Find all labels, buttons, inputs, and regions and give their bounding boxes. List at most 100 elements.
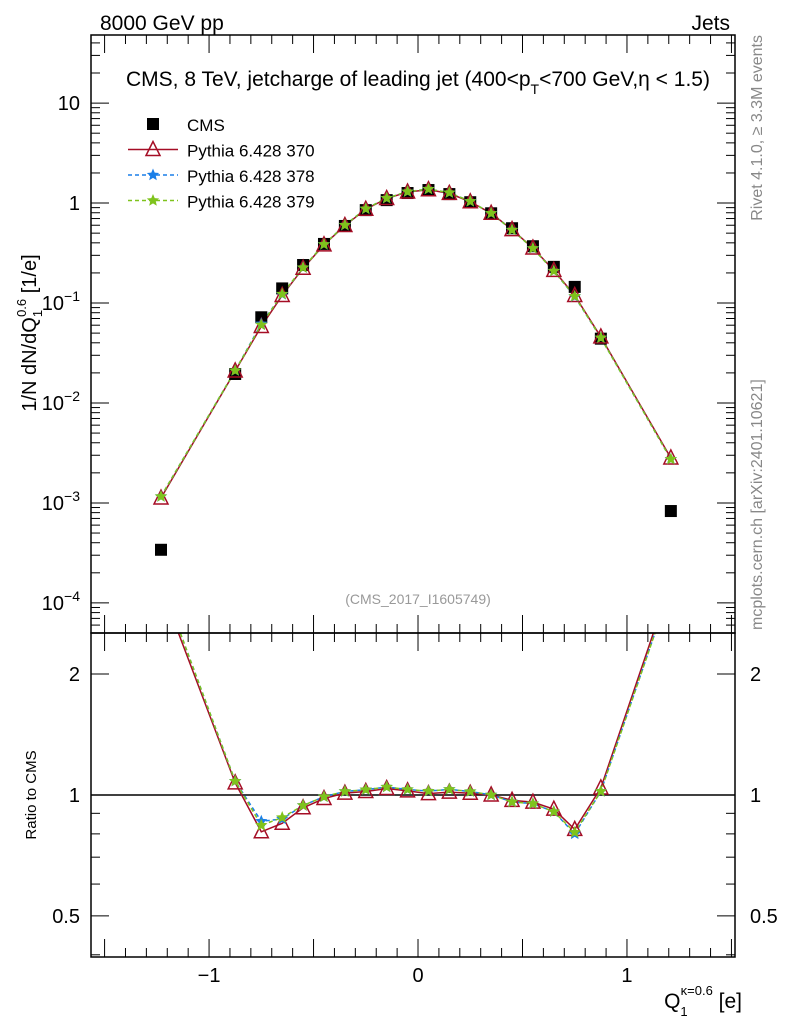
ratio-point-p370 [545, 799, 563, 816]
mcplots-info: mcplots.cern.ch [arXiv:2401.10621] [749, 379, 766, 630]
ratio-y-tick-label: 1 [69, 785, 80, 807]
ratio-point-p370 [503, 790, 521, 808]
ratio-point-p379 [401, 783, 414, 795]
ratio-y-tick-label-right: 2 [750, 664, 761, 686]
point-p379 [255, 318, 268, 331]
point-p379 [229, 364, 242, 376]
point-p379 [464, 194, 477, 207]
series-line-p370 [160, 188, 672, 499]
y-tick-label: 10 [58, 93, 80, 115]
ratio-point-p370 [154, 579, 168, 593]
analysis-id: (CMS_2017_I1605749) [345, 591, 491, 607]
ratio-point-p379 [526, 797, 540, 809]
ratio-point-p370 [378, 778, 395, 796]
ratio-point-p370 [336, 783, 354, 800]
ratio-point-p379 [317, 790, 331, 802]
ratio-y-tick-label: 2 [69, 664, 80, 686]
x-tick-label: −1 [198, 965, 221, 987]
ratio-point-p370 [664, 574, 678, 588]
header-left: 8000 GeV pp [100, 12, 224, 35]
ratio-point-p379 [505, 795, 519, 808]
ratio-frame [90, 632, 736, 958]
ratio-point-p378 [155, 574, 167, 586]
ratio-point-p379 [296, 798, 310, 811]
cms-data-point [664, 505, 677, 518]
ratio-point-p379 [359, 783, 372, 795]
chart-title: CMS, 8 TeV, jetcharge of leading jet (40… [126, 68, 710, 97]
point-p379 [547, 264, 560, 277]
point-p379 [296, 261, 310, 273]
rivet-info: Rivet 4.1.0, ≥ 3.3M events [749, 35, 766, 221]
ratio-line-p379 [179, 633, 656, 834]
ratio-point-p370 [524, 792, 542, 809]
ratio-y-label: Ratio to CMS [23, 750, 40, 839]
ratio-point-p370 [315, 788, 333, 806]
ratio-point-p379 [380, 780, 393, 793]
legend-marker-p379 [146, 194, 160, 206]
ratio-point-p370 [420, 783, 437, 801]
ratio-y-tick-label-right: 0.5 [750, 906, 778, 928]
point-p379 [568, 289, 581, 302]
point-p379 [594, 331, 607, 343]
point-p379 [505, 223, 519, 236]
legend-marker-p370 [144, 139, 162, 157]
ratio-line-p378 [179, 633, 656, 836]
ratio-point-p379 [229, 774, 242, 787]
ratio-point-p379 [338, 784, 352, 797]
ratio-point-p379 [464, 785, 477, 797]
ratio-point-p370 [441, 782, 458, 799]
y-tick-label: 1 [69, 193, 80, 215]
ratio-y-tick-label: 0.5 [52, 906, 80, 928]
legend-label-cms: CMS [187, 116, 225, 135]
x-axis-label: Q1κ=0.6 [e] [664, 983, 742, 1019]
ratio-point-p379 [255, 818, 268, 831]
point-p379 [380, 191, 393, 204]
ratio-point-p370 [399, 781, 416, 798]
legend: CMS Pythia 6.428 370 Pythia 6.428 378 Pythi… [128, 116, 315, 212]
y-axis-label: 1/N dN/dQ10.6 [1/e] [14, 254, 45, 411]
ratio-point-p370 [357, 781, 374, 799]
point-p379 [443, 186, 456, 198]
point-p379 [401, 185, 414, 197]
x-tick-label: 0 [412, 965, 423, 987]
legend-marker-p378 [146, 168, 160, 181]
point-p379 [526, 241, 540, 254]
point-p370 [662, 448, 680, 465]
ratio-y-tick-label-right: 1 [750, 785, 761, 807]
ratio-point-p370 [462, 783, 479, 800]
point-p370 [152, 488, 170, 505]
legend-label-p379: Pythia 6.428 379 [187, 193, 315, 212]
ratio-point-p379 [422, 784, 435, 797]
point-p370 [253, 316, 270, 334]
ratio-point-p378 [665, 580, 677, 592]
legend-label-p378: Pythia 6.428 378 [187, 167, 315, 186]
ratio-point-p379 [443, 782, 456, 795]
legend-label-p370: Pythia 6.428 370 [187, 142, 315, 161]
ratio-point-p379 [665, 580, 677, 592]
ratio-point-p379 [594, 784, 607, 797]
ratio-point-p370 [226, 773, 244, 790]
ratio-point-p370 [294, 798, 312, 815]
point-p379 [154, 490, 168, 502]
point-p379 [664, 452, 677, 465]
ratio-point-p379 [568, 825, 581, 838]
point-p379 [485, 206, 498, 219]
point-p379 [338, 218, 352, 231]
y-tick-label: 10−3 [42, 488, 80, 515]
point-p379 [359, 202, 372, 215]
header-right: Jets [691, 12, 730, 35]
ratio-point-p370 [253, 822, 270, 839]
point-p379 [317, 237, 331, 250]
cms-data-point [155, 543, 167, 556]
y-tick-label: 10−2 [42, 388, 80, 415]
point-p379 [276, 287, 289, 300]
point-p379 [422, 182, 435, 195]
x-tick-label: 1 [621, 965, 632, 987]
y-tick-label: 10−1 [42, 288, 80, 315]
ratio-point-p379 [485, 788, 498, 801]
ratio-point-p379 [276, 811, 289, 823]
ratio-point-p379 [155, 574, 167, 586]
ratio-point-p379 [547, 805, 560, 817]
y-tick-label: 10−4 [42, 588, 80, 615]
